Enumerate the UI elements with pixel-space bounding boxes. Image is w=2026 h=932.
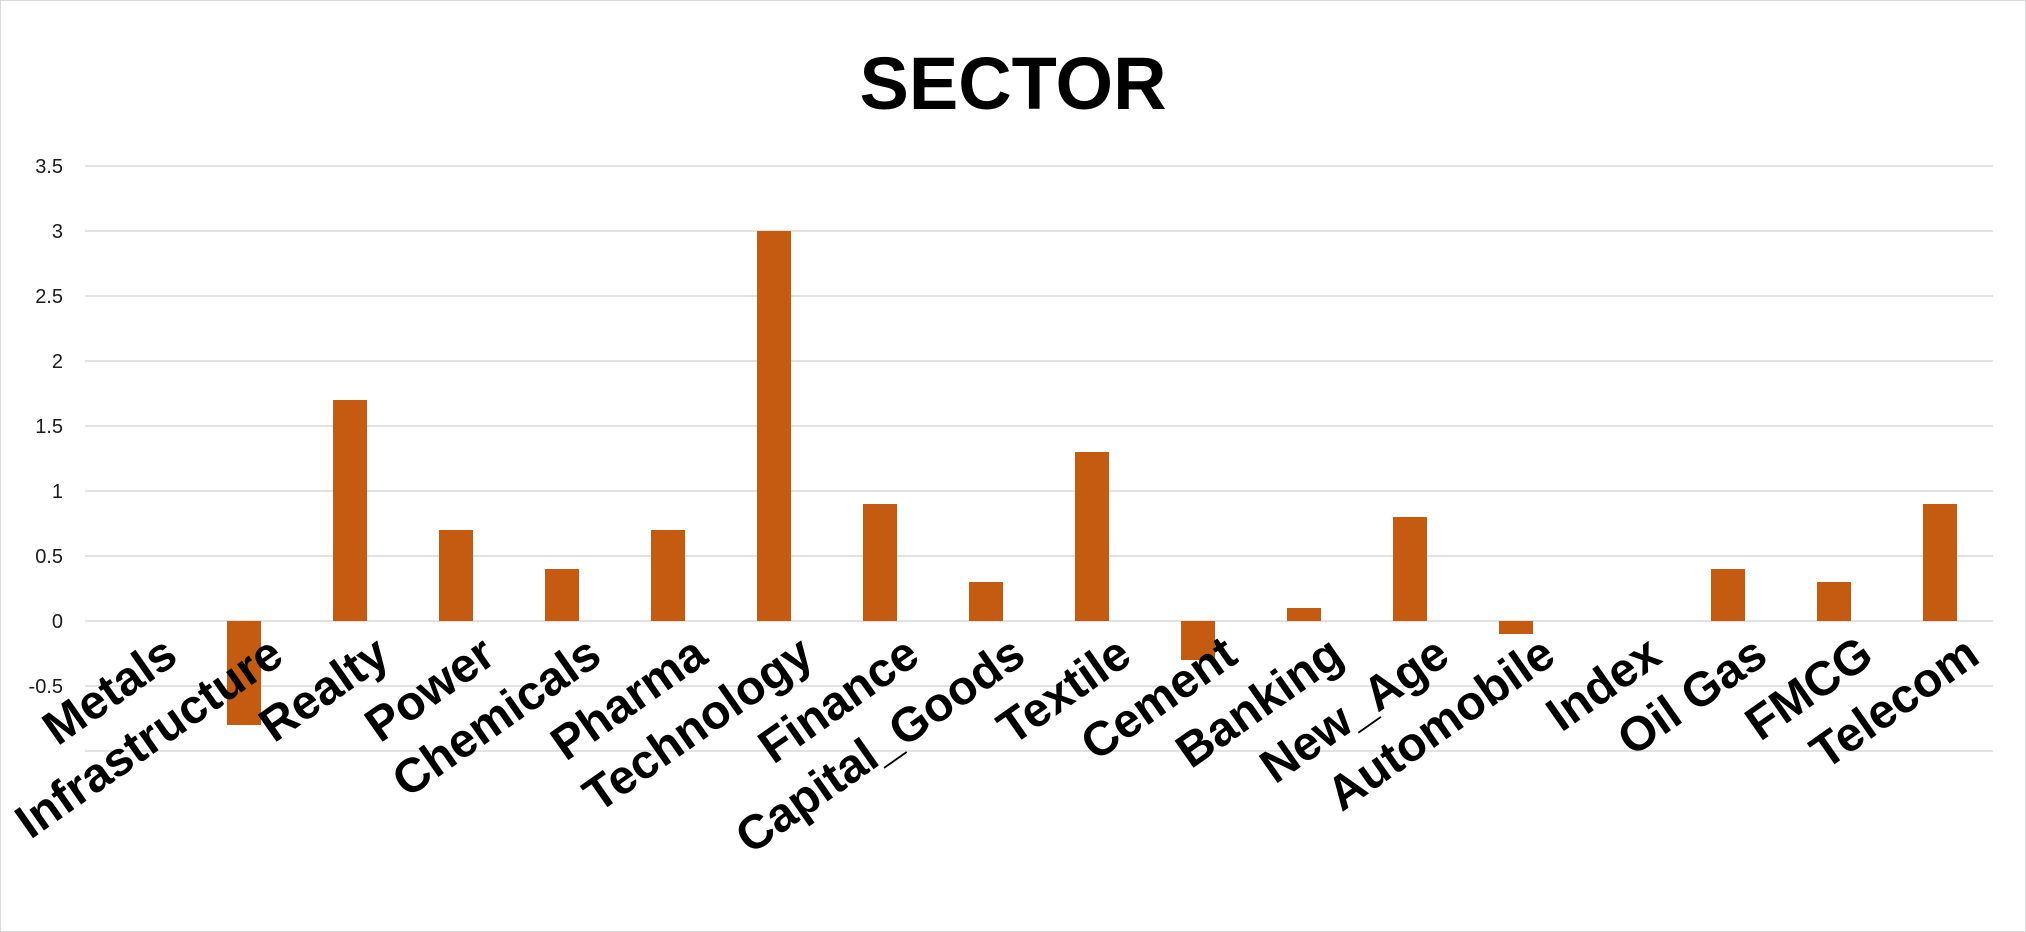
bars (227, 231, 1957, 725)
bar-power (439, 530, 473, 621)
y-tick-label: 3 (52, 221, 63, 243)
bar-realty (333, 400, 367, 621)
bar-chemicals (545, 569, 579, 621)
bar-technology (757, 231, 791, 621)
chart-title: SECTOR (859, 42, 1166, 125)
bar-oil-gas (1711, 569, 1745, 621)
y-tick-label: 1 (52, 481, 63, 503)
y-tick-label: 0.5 (35, 546, 63, 568)
bar-cement (1181, 621, 1215, 660)
y-tick-label: 2 (52, 351, 63, 373)
y-tick-label: 3.5 (35, 156, 63, 178)
bar-automobile (1499, 621, 1533, 634)
gridlines (85, 165, 1993, 752)
bar-new-age (1393, 517, 1427, 621)
y-tick-label: -0.5 (29, 676, 63, 698)
y-tick-label: 1.5 (35, 416, 63, 438)
bar-textile (1075, 452, 1109, 621)
bar-capital-goods (969, 582, 1003, 621)
bar-finance (863, 504, 897, 621)
x-axis-category-labels: MetalsInfrastructureRealtyPowerChemicals… (6, 626, 1988, 864)
bar-telecom (1923, 504, 1957, 621)
bar-infrastructure (227, 621, 261, 725)
bar-pharma (651, 530, 685, 621)
y-tick-label: 2.5 (35, 286, 63, 308)
y-tick-label: 0 (52, 611, 63, 633)
bar-fmcg (1817, 582, 1851, 621)
y-axis-tick-labels: 3.5 3 2.5 2 1.5 1 0.5 0 -0.5 (29, 156, 63, 698)
bar-banking (1287, 608, 1321, 621)
